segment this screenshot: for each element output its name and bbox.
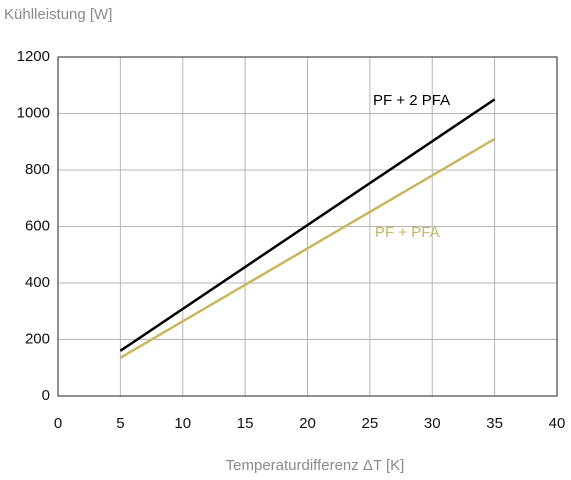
x-tick-label: 25 xyxy=(362,415,379,432)
x-tick-label: 30 xyxy=(424,415,441,432)
y-tick-label: 600 xyxy=(25,217,50,234)
series-label: PF + PFA xyxy=(375,224,440,241)
y-tick-label: 400 xyxy=(25,274,50,291)
series-line xyxy=(119,137,496,359)
y-axis-label: Kühlleistung [W] xyxy=(4,6,112,23)
x-tick-label: 35 xyxy=(486,415,503,432)
series-label: PF + 2 PFA xyxy=(373,92,450,109)
x-tick-label: 20 xyxy=(299,415,316,432)
x-axis-label: Temperaturdifferenz ΔT [K] xyxy=(226,457,405,474)
y-tick-label: 200 xyxy=(25,330,50,347)
x-tick-label: 10 xyxy=(174,415,191,432)
y-tick-label: 1000 xyxy=(17,104,50,121)
x-tick-label: 15 xyxy=(237,415,254,432)
y-tick-label: 0 xyxy=(42,387,50,404)
y-tick-label: 1200 xyxy=(17,48,50,65)
x-tick-label: 0 xyxy=(54,415,62,432)
plot-frame xyxy=(57,56,558,397)
y-tick-label: 800 xyxy=(25,161,50,178)
series-line xyxy=(119,98,496,352)
x-tick-label: 40 xyxy=(549,415,566,432)
x-tick-label: 5 xyxy=(116,415,124,432)
